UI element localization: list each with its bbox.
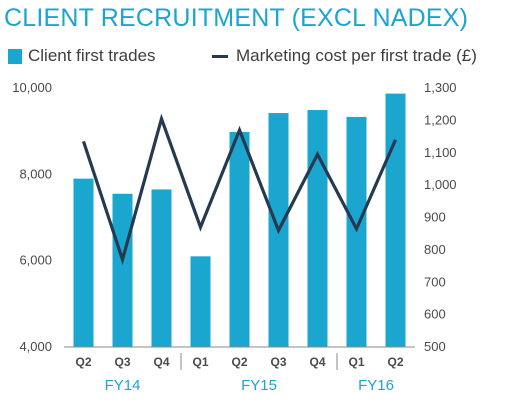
y-left-tick-label: 8,000 xyxy=(19,166,52,181)
y-right-tick-label: 1,300 xyxy=(424,80,457,95)
y-right-tick-label: 500 xyxy=(424,339,446,354)
bar-4 xyxy=(190,256,211,347)
y-right-tick-label: 600 xyxy=(424,307,446,322)
y-right-tick-label: 1,100 xyxy=(424,145,457,160)
legend-item-client-first-trades: Client first trades xyxy=(8,44,156,68)
x-tick-label: Q2 xyxy=(387,355,403,369)
legend-item-marketing-cost: Marketing cost per first trade (£) xyxy=(212,44,477,68)
chart-title: CLIENT RECRUITMENT (EXCL NADEX) xyxy=(4,4,469,32)
legend-label-client-first-trades: Client first trades xyxy=(28,46,156,65)
bar-2 xyxy=(112,193,133,347)
bar-9 xyxy=(385,93,406,347)
legend-label-marketing-cost: Marketing cost per first trade (£) xyxy=(236,46,477,65)
y-left-tick-label: 10,000 xyxy=(12,80,52,95)
bar-7 xyxy=(307,110,328,347)
x-tick-label: Q4 xyxy=(153,355,169,369)
x-tick-label: Q3 xyxy=(270,355,286,369)
bar-3 xyxy=(151,189,172,347)
group-label-fy14: FY14 xyxy=(105,377,141,394)
group-label-fy15: FY15 xyxy=(241,377,277,394)
y-right-tick-label: 800 xyxy=(424,242,446,257)
y-right-tick-label: 1,000 xyxy=(424,177,457,192)
x-tick-label: Q2 xyxy=(231,355,247,369)
bar-1 xyxy=(73,178,94,347)
legend-line-swatch xyxy=(212,54,228,58)
legend-bar-swatch xyxy=(8,48,22,64)
y-right-tick-label: 900 xyxy=(424,210,446,225)
y-right-tick-label: 1,200 xyxy=(424,112,457,127)
x-tick-label: Q1 xyxy=(348,355,364,369)
y-left-tick-label: 4,000 xyxy=(19,339,52,354)
group-label-fy16: FY16 xyxy=(358,377,394,394)
y-right-tick-label: 700 xyxy=(424,274,446,289)
x-tick-label: Q1 xyxy=(192,355,208,369)
marketing-cost-line xyxy=(81,113,397,266)
x-tick-label: Q2 xyxy=(75,355,91,369)
bar-5 xyxy=(229,132,250,347)
x-tick-label: Q4 xyxy=(309,355,325,369)
x-tick-label: Q3 xyxy=(114,355,130,369)
y-left-tick-label: 6,000 xyxy=(19,253,52,268)
